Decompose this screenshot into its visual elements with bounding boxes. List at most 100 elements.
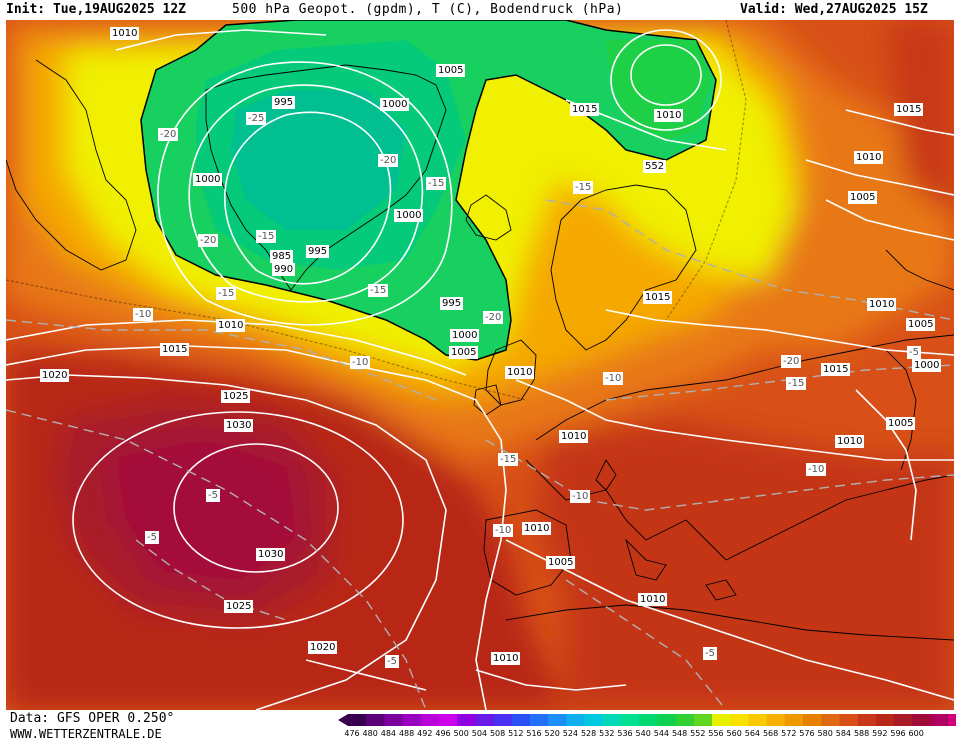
legend-tick-label: 600 (908, 729, 924, 738)
temperature-label: -15 (256, 230, 277, 243)
pressure-label: 1015 (894, 103, 924, 116)
website-credit: WWW.WETTERZENTRALE.DE (10, 727, 162, 741)
legend-swatch (875, 714, 895, 726)
temperature-label: -5 (703, 647, 717, 660)
legend-swatch (457, 714, 476, 726)
legend-tick-label: 532 (599, 729, 615, 738)
legend-swatch (475, 714, 495, 726)
temperature-label: -5 (907, 346, 921, 359)
legend-tick-label: 544 (653, 729, 670, 738)
init-time: Init: Tue,19AUG2025 12Z (6, 2, 187, 17)
temperature-label: -10 (603, 372, 624, 385)
legend-tick-label: 492 (417, 729, 433, 738)
legend-swatch (366, 714, 385, 726)
legend-tick-label: 496 (435, 729, 451, 738)
pressure-label: 1015 (821, 363, 851, 376)
temperature-label: -20 (781, 355, 802, 368)
temperature-label: -15 (426, 177, 447, 190)
weather-map[interactable]: 1010 1005 995 1000 1015 1010 1015 1010 1000 1005 1… (6, 20, 954, 710)
temperature-label: -25 (246, 112, 267, 125)
temperature-label: -20 (483, 311, 504, 324)
legend-swatch (948, 714, 956, 726)
legend-tick-label: 592 (872, 729, 888, 738)
temperature-label: -10 (806, 463, 827, 476)
pressure-label: 1025 (221, 390, 251, 403)
temperature-label: -10 (570, 490, 591, 503)
legend-swatch (402, 714, 422, 726)
legend-swatch (766, 714, 786, 726)
legend-tick-label: 488 (398, 729, 415, 738)
pressure-label: 1010 (110, 27, 140, 40)
legend-swatch (584, 714, 604, 726)
pressure-label: 995 (272, 96, 296, 109)
legend-tick-label: 580 (817, 729, 833, 738)
legend-swatch (803, 714, 822, 726)
pressure-label: 995 (306, 245, 330, 258)
legend-tick-label: 536 (617, 729, 633, 738)
map-header: Init: Tue,19AUG2025 12Z 500 hPa Geopot. … (0, 0, 959, 20)
pressure-label: 1005 (546, 556, 576, 569)
pressure-label: 1010 (867, 298, 897, 311)
legend-tick-label: 508 (489, 729, 506, 738)
data-source: Data: GFS OPER 0.250° (10, 711, 175, 726)
legend-tick-label: 596 (890, 729, 906, 738)
legend-swatch (912, 714, 931, 726)
temperature-label: -20 (198, 234, 219, 247)
legend-tick-label: 552 (690, 729, 706, 738)
legend-tick-label: 540 (635, 729, 651, 738)
pressure-label: 1010 (654, 109, 684, 122)
legend-swatch (839, 714, 859, 726)
pressure-label: 1000 (450, 329, 480, 342)
legend-swatch (420, 714, 440, 726)
pressure-label: 995 (440, 297, 464, 310)
temperature-label: -15 (786, 377, 807, 390)
legend-swatch (784, 714, 804, 726)
pressure-label: 1030 (256, 548, 286, 561)
legend-tick-label: 584 (835, 729, 852, 738)
legend-swatch (602, 714, 622, 726)
pressure-label: 1010 (216, 319, 246, 332)
legend-tick-label: 512 (508, 729, 524, 738)
legend-swatch (548, 714, 567, 726)
pressure-label: 1010 (491, 652, 521, 665)
legend-swatch (857, 714, 877, 726)
legend-tick-label: 476 (344, 729, 360, 738)
temperature-label: -5 (145, 531, 159, 544)
pressure-label: 1020 (308, 641, 338, 654)
legend-tick-label: 524 (562, 729, 579, 738)
legend-tick-label: 568 (762, 729, 779, 738)
legend-tick-label: 504 (471, 729, 488, 738)
temperature-label: -5 (206, 489, 220, 502)
pressure-label: 552 (643, 160, 667, 173)
legend-tick-label: 572 (781, 729, 797, 738)
legend-swatch (621, 714, 640, 726)
legend-swatch (894, 714, 913, 726)
pressure-label: 990 (272, 263, 296, 276)
color-legend (338, 714, 956, 726)
legend-swatch (493, 714, 513, 726)
legend-swatch (675, 714, 695, 726)
legend-tick-label: 548 (671, 729, 688, 738)
pressure-label: 1005 (436, 64, 466, 77)
legend-tick-label: 500 (453, 729, 469, 738)
temperature-label: -20 (378, 154, 399, 167)
legend-swatch (639, 714, 658, 726)
map-footer: Data: GFS OPER 0.250° WWW.WETTERZENTRALE… (0, 710, 959, 741)
legend-swatch (693, 714, 713, 726)
pressure-label: 1020 (40, 369, 70, 382)
temperature-label: -10 (350, 356, 371, 369)
pressure-label: 1010 (854, 151, 884, 164)
legend-swatch (930, 714, 950, 726)
pressure-label: 1010 (835, 435, 865, 448)
geopotential-lines (6, 20, 747, 401)
legend-swatch (657, 714, 677, 726)
legend-tick-label: 528 (580, 729, 597, 738)
legend-swatch (384, 714, 404, 726)
valid-time: Valid: Wed,27AUG2025 15Z (740, 2, 928, 17)
pressure-label: 1000 (912, 359, 942, 372)
pressure-label: 1000 (394, 209, 424, 222)
pressure-label: 1005 (906, 318, 936, 331)
pressure-label: 1000 (380, 98, 410, 111)
pressure-label: 1010 (559, 430, 589, 443)
legend-swatch (712, 714, 731, 726)
